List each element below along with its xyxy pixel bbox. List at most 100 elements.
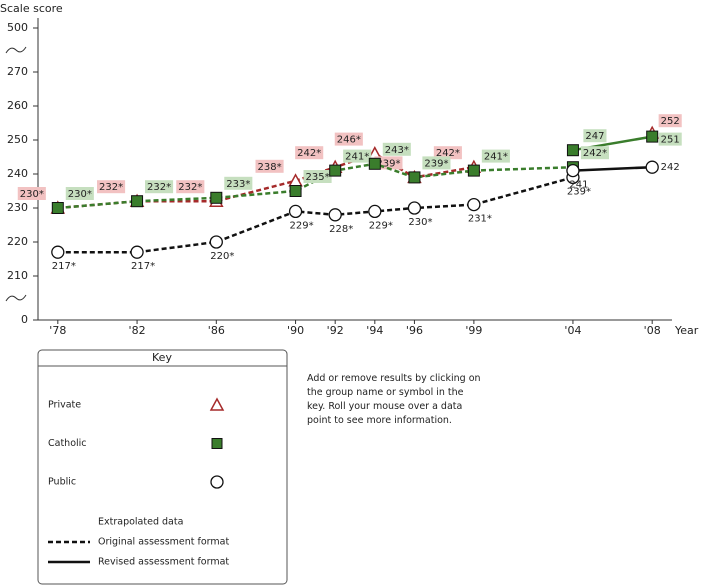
y-tick-label: 270 xyxy=(7,65,28,78)
data-label: 251 xyxy=(661,135,680,146)
legend-label[interactable]: Catholic xyxy=(48,438,87,449)
data-label: 242* xyxy=(583,148,607,159)
y-tick-label: 240 xyxy=(7,167,28,180)
x-axis-label: Year xyxy=(674,324,699,337)
data-label: 252 xyxy=(661,116,680,127)
x-tick-label: '99 xyxy=(465,324,482,337)
data-label: 232* xyxy=(99,182,123,193)
x-tick-label: '86 xyxy=(208,324,225,337)
data-label-bg xyxy=(422,156,451,170)
data-label-bg xyxy=(255,159,284,173)
y-tick-label: 500 xyxy=(7,21,28,34)
y-tick-label: 210 xyxy=(7,269,28,282)
data-point xyxy=(566,144,579,157)
data-label-bg xyxy=(17,187,46,200)
data-label-bg xyxy=(65,187,94,200)
data-point xyxy=(288,204,303,219)
data-label-bg xyxy=(145,180,174,194)
data-label: 228* xyxy=(329,224,353,235)
series-line xyxy=(57,176,574,254)
data-label-bg xyxy=(97,180,126,194)
data-point xyxy=(51,245,65,259)
data-point xyxy=(467,197,481,212)
x-tick-label: '92 xyxy=(327,324,344,337)
data-label: 230* xyxy=(20,189,44,200)
data-label: 229* xyxy=(290,220,314,231)
data-label-bg xyxy=(583,129,607,143)
data-label: 239* xyxy=(376,158,400,169)
key-revised: Revised assessment format xyxy=(98,557,229,568)
data-label: 220* xyxy=(210,251,234,262)
data-label: 230* xyxy=(408,217,432,228)
data-label-bg xyxy=(658,132,682,146)
axis-break xyxy=(5,46,27,54)
data-label: 243* xyxy=(385,145,409,156)
data-label-bg xyxy=(580,146,609,160)
data-label-bg xyxy=(658,114,682,128)
y-tick-label: 250 xyxy=(7,133,28,146)
data-label: 238* xyxy=(258,162,282,173)
data-label: 229* xyxy=(369,220,393,231)
data-label: 242* xyxy=(297,148,321,159)
data-label: 247 xyxy=(585,131,604,142)
data-point xyxy=(407,201,422,215)
data-label: 242* xyxy=(436,148,460,159)
data-label: 232* xyxy=(178,182,202,193)
key-box xyxy=(37,349,288,585)
note: Add or remove results by clicking on the… xyxy=(307,373,481,426)
data-point xyxy=(209,235,223,249)
data-point xyxy=(130,245,144,259)
data-label: 241* xyxy=(345,152,369,163)
x-tick-label: '96 xyxy=(406,324,423,337)
y-tick-label: 260 xyxy=(7,99,28,112)
data-label: 241* xyxy=(484,152,508,163)
legend-marker[interactable] xyxy=(211,438,223,449)
data-point xyxy=(646,130,659,143)
data-label: 231* xyxy=(468,214,492,225)
legend-label[interactable]: Public xyxy=(48,477,76,488)
data-label-bg xyxy=(382,142,411,156)
data-label: 239* xyxy=(567,186,591,197)
y-tick-label: 0 xyxy=(21,313,28,326)
x-tick-label: '94 xyxy=(366,324,383,337)
key-format-title: Extrapolated data xyxy=(98,517,183,528)
data-label-bg xyxy=(481,149,510,163)
y-tick-label: 230 xyxy=(7,201,28,214)
data-point xyxy=(467,164,480,177)
series-line xyxy=(572,165,653,172)
data-label: 246* xyxy=(337,135,361,146)
y-axis-label: Scale score xyxy=(0,2,63,15)
data-label: 232* xyxy=(147,182,171,193)
data-label-bg xyxy=(176,180,205,194)
data-point xyxy=(566,163,580,178)
data-point xyxy=(131,195,144,208)
data-label: 242 xyxy=(661,162,680,173)
data-label-bg xyxy=(334,132,363,146)
legend-marker[interactable] xyxy=(209,397,225,411)
x-tick-label: '08 xyxy=(644,324,661,337)
data-label: 239* xyxy=(424,158,448,169)
legend-marker[interactable] xyxy=(210,475,224,489)
data-point xyxy=(328,208,342,222)
axis-break xyxy=(5,294,27,302)
data-label: 217* xyxy=(52,261,76,272)
x-tick-label: '90 xyxy=(287,324,304,337)
data-label: 235* xyxy=(306,172,330,183)
data-point xyxy=(368,157,381,170)
data-label-bg xyxy=(343,149,372,163)
data-point xyxy=(368,204,382,219)
data-label-bg xyxy=(303,170,332,183)
data-point xyxy=(210,191,223,204)
data-label: 230* xyxy=(68,189,92,200)
legend-label[interactable]: Private xyxy=(48,400,81,411)
data-label: 233* xyxy=(226,179,250,190)
data-label-bg xyxy=(295,146,324,160)
data-point xyxy=(645,160,659,174)
key-title: Key xyxy=(152,351,172,364)
y-tick-label: 220 xyxy=(7,235,28,248)
key-original: Original assessment format xyxy=(98,537,229,548)
data-label-bg xyxy=(224,176,253,190)
x-tick-label: '82 xyxy=(129,324,146,337)
data-label: 217* xyxy=(131,261,155,272)
